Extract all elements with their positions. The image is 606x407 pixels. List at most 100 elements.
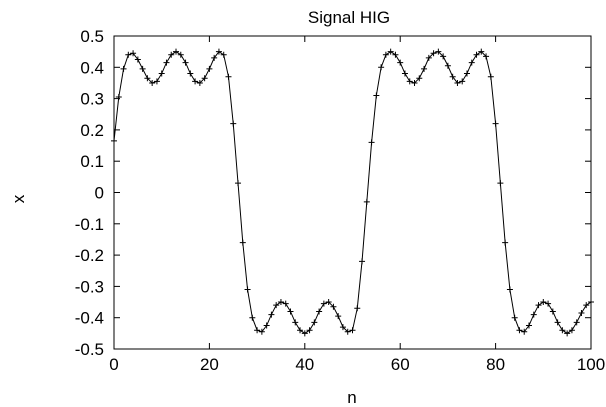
data-point-marker: [311, 319, 318, 326]
data-point-marker: [354, 305, 361, 312]
data-point-marker: [325, 299, 332, 306]
data-point-marker: [168, 51, 175, 58]
y-tick-label: 0.5: [80, 27, 104, 46]
data-point-marker: [244, 286, 251, 293]
data-point-marker: [373, 92, 380, 99]
chart-title: Signal HIG: [308, 8, 390, 27]
data-point-marker: [516, 327, 523, 334]
data-point-marker: [583, 302, 590, 309]
data-point-marker: [263, 322, 270, 329]
data-point-marker: [215, 48, 222, 55]
data-point-marker: [521, 328, 528, 335]
data-point-marker: [230, 120, 237, 127]
data-point-marker: [492, 120, 499, 127]
data-point-marker: [397, 59, 404, 66]
data-point-marker: [196, 79, 203, 86]
data-point-marker: [545, 300, 552, 307]
data-point-marker: [459, 78, 466, 85]
data-point-marker: [387, 48, 394, 55]
data-point-marker: [463, 70, 470, 77]
data-point-marker: [578, 310, 585, 317]
data-point-marker: [273, 302, 280, 309]
data-point-marker: [282, 300, 289, 307]
y-tick-label: 0.2: [80, 121, 104, 140]
data-point-marker: [335, 313, 342, 320]
data-point-marker: [292, 319, 299, 326]
data-point-marker: [468, 59, 475, 66]
data-point-marker: [187, 70, 194, 77]
data-point-marker: [483, 53, 490, 60]
y-axis: 0.5 0.4 0.3 0.2 0.1 0 -0.1 -0.2 -0.3 -0.4 -0.5: [75, 27, 591, 359]
data-point-marker: [235, 180, 242, 187]
data-point-marker: [339, 324, 346, 331]
y-tick-label: -0.2: [75, 246, 104, 265]
data-point-marker: [416, 75, 423, 82]
data-point-marker: [120, 65, 127, 72]
data-point-marker: [430, 50, 437, 57]
x-axis: 0 20 40 60 80 100: [109, 36, 605, 374]
y-tick-label: 0.1: [80, 152, 104, 171]
data-point-marker: [182, 59, 189, 66]
x-tick-label: 20: [200, 355, 219, 374]
x-axis-label: n: [347, 388, 356, 407]
y-tick-label: -0.4: [75, 309, 104, 328]
plot-area: [111, 48, 594, 337]
data-point-marker: [440, 53, 447, 60]
data-point-marker: [421, 65, 428, 72]
data-point-marker: [549, 308, 556, 315]
data-point-marker: [316, 308, 323, 315]
data-point-marker: [320, 300, 327, 307]
data-point-marker: [573, 319, 580, 326]
data-point-marker: [225, 73, 232, 80]
data-point-marker: [149, 79, 156, 86]
data-point-marker: [125, 51, 132, 58]
data-point-marker: [220, 51, 227, 58]
x-tick-label: 100: [577, 355, 605, 374]
data-point-marker: [530, 311, 537, 318]
y-tick-label: -0.3: [75, 277, 104, 296]
y-tick-label: 0: [95, 184, 104, 203]
plot-frame: [113, 35, 592, 350]
data-point-marker: [511, 314, 518, 321]
data-point-marker: [344, 328, 351, 335]
data-point-marker: [297, 327, 304, 334]
data-point-marker: [192, 78, 199, 85]
data-point-marker: [306, 327, 313, 334]
data-point-marker: [330, 303, 337, 310]
data-point-marker: [211, 54, 218, 61]
data-point-marker: [554, 319, 561, 326]
data-point-marker: [177, 51, 184, 58]
x-tick-label: 80: [486, 355, 505, 374]
data-point-marker: [201, 75, 208, 82]
data-point-marker: [406, 78, 413, 85]
data-point-marker: [525, 322, 532, 329]
data-point-marker: [502, 239, 509, 246]
data-point-marker: [153, 78, 160, 85]
data-point-marker: [130, 50, 137, 57]
data-point-marker: [401, 70, 408, 77]
data-point-marker: [115, 94, 122, 101]
data-point-marker: [173, 48, 180, 55]
series-line: [113, 50, 592, 334]
data-point-marker: [363, 198, 370, 205]
data-point-marker: [258, 328, 265, 335]
data-point-marker: [497, 180, 504, 187]
data-point-marker: [540, 299, 547, 306]
x-tick-label: 60: [391, 355, 410, 374]
y-tick-label: 0.4: [80, 58, 104, 77]
x-tick-label: 0: [109, 355, 118, 374]
data-point-marker: [473, 51, 480, 58]
data-point-marker: [425, 54, 432, 61]
data-point-marker: [487, 73, 494, 80]
data-point-marker: [249, 314, 256, 321]
data-point-marker: [254, 327, 261, 334]
data-point-marker: [277, 299, 284, 306]
data-point-marker: [444, 62, 451, 69]
data-point-marker: [144, 75, 151, 82]
data-point-marker: [535, 302, 542, 309]
data-point-marker: [378, 64, 385, 71]
data-point-marker: [158, 70, 165, 77]
data-point-marker: [206, 65, 213, 72]
y-axis-label: x: [9, 194, 28, 203]
